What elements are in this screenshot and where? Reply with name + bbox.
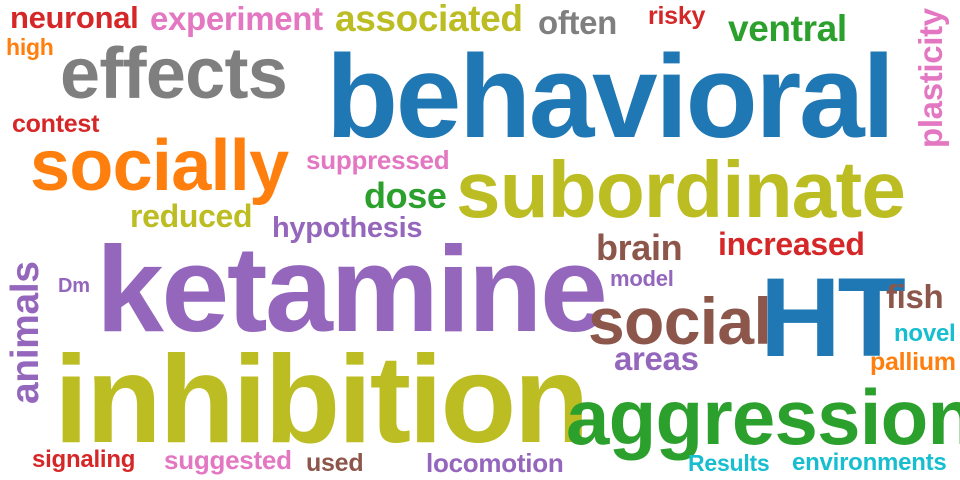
word-suppressed: suppressed [306, 145, 450, 175]
word-neuronal: neuronal [10, 0, 139, 35]
word-contest: contest [12, 110, 100, 138]
word-fish: fish [886, 278, 944, 315]
word-plasticity: plasticity [912, 8, 949, 148]
word-socially: socially [30, 126, 289, 206]
word-locomotion: locomotion [426, 448, 564, 478]
word-ketamine: ketamine [96, 221, 608, 357]
word-behavioral: behavioral [326, 31, 895, 163]
word-inhibition: inhibition [54, 331, 590, 469]
word-areas: areas [614, 340, 699, 377]
word-associated: associated [335, 0, 523, 39]
word-used: used [306, 449, 364, 477]
word-often: often [538, 4, 617, 41]
word-high: high [6, 34, 54, 60]
word-hypothesis: hypothesis [272, 212, 423, 244]
word-suggested: suggested [164, 445, 292, 475]
word-environments: environments [792, 449, 947, 476]
word-reduced: reduced [130, 198, 253, 234]
word-HT: HT [760, 255, 906, 380]
word-model: model [610, 266, 674, 291]
word-social: social [588, 284, 772, 358]
word-signaling: signaling [32, 446, 136, 473]
word-ventral: ventral [728, 8, 847, 49]
word-dose: dose [364, 175, 447, 216]
word-subordinate: subordinate [456, 145, 906, 234]
word-effects: effects [60, 34, 288, 114]
word-Dm: Dm [58, 275, 90, 297]
word-animals: animals [4, 261, 47, 404]
word-experiment: experiment [150, 0, 323, 37]
word-aggression: aggression [566, 373, 960, 461]
word-increased: increased [718, 226, 865, 262]
word-Results: Results [688, 450, 770, 476]
word-novel: novel [894, 320, 956, 347]
word-pallium: pallium [870, 348, 956, 376]
word-risky: risky [648, 2, 706, 30]
word-brain: brain [596, 227, 683, 268]
